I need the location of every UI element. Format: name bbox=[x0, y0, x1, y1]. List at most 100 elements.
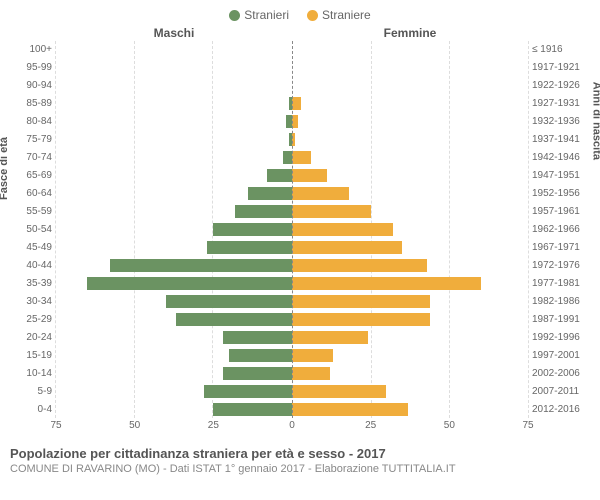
bar-male bbox=[235, 205, 292, 218]
x-tick: 0 bbox=[289, 420, 295, 431]
y-tick-age: 60-64 bbox=[10, 188, 52, 199]
y-axis-title-right: Anni di nascita bbox=[590, 82, 600, 160]
legend-dot-female bbox=[307, 10, 318, 21]
bar-male bbox=[213, 223, 292, 236]
chart-title: Popolazione per cittadinanza straniera p… bbox=[10, 446, 590, 461]
bar-female bbox=[292, 241, 402, 254]
y-tick-birth: ≤ 1916 bbox=[532, 44, 590, 55]
y-tick-birth: 1957-1961 bbox=[532, 206, 590, 217]
x-tick: 50 bbox=[444, 420, 455, 431]
x-ticks: 7550250255075 bbox=[56, 420, 528, 434]
bar-male bbox=[166, 295, 292, 308]
bar-male bbox=[213, 403, 292, 416]
y-tick-birth: 1952-1956 bbox=[532, 188, 590, 199]
x-tick: 75 bbox=[522, 420, 533, 431]
legend-dot-male bbox=[229, 10, 240, 21]
bar-male bbox=[283, 151, 292, 164]
y-tick-birth: 1982-1986 bbox=[532, 296, 590, 307]
header-female: Femmine bbox=[292, 26, 528, 40]
y-tick-age: 45-49 bbox=[10, 242, 52, 253]
y-tick-age: 85-89 bbox=[10, 98, 52, 109]
bar-male bbox=[267, 169, 292, 182]
x-tick: 75 bbox=[50, 420, 61, 431]
y-tick-birth: 2012-2016 bbox=[532, 404, 590, 415]
y-tick-birth: 2007-2011 bbox=[532, 386, 590, 397]
y-tick-age: 70-74 bbox=[10, 152, 52, 163]
y-tick-birth: 1962-1966 bbox=[532, 224, 590, 235]
bar-male bbox=[223, 367, 292, 380]
bar-male bbox=[87, 277, 292, 290]
y-tick-birth: 1997-2001 bbox=[532, 350, 590, 361]
legend-male-label: Stranieri bbox=[244, 8, 289, 22]
legend-male: Stranieri bbox=[229, 8, 289, 22]
y-axis-right: ≤ 1916 1917-1921 1922-1926 1927-1931 1932-19… bbox=[528, 40, 590, 418]
y-tick-age: 20-24 bbox=[10, 332, 52, 343]
bar-female bbox=[292, 169, 327, 182]
x-tick: 25 bbox=[208, 420, 219, 431]
bar-female bbox=[292, 349, 333, 362]
chart-subtitle: COMUNE DI RAVARINO (MO) - Dati ISTAT 1° … bbox=[10, 463, 590, 475]
y-tick-age: 55-59 bbox=[10, 206, 52, 217]
y-tick-age: 5-9 bbox=[10, 386, 52, 397]
y-tick-birth: 1937-1941 bbox=[532, 134, 590, 145]
plot-area: 100+95-9990-9485-8980-8475-7970-7465-696… bbox=[10, 40, 590, 418]
legend-female: Straniere bbox=[307, 8, 371, 22]
y-axis-left: 100+95-9990-9485-8980-8475-7970-7465-696… bbox=[10, 40, 56, 418]
bar-male bbox=[248, 187, 292, 200]
bar-male bbox=[223, 331, 292, 344]
column-headers: Maschi Femmine bbox=[10, 26, 590, 40]
y-tick-age: 25-29 bbox=[10, 314, 52, 325]
y-tick-birth: 1932-1936 bbox=[532, 116, 590, 127]
y-tick-birth: 1917-1921 bbox=[532, 62, 590, 73]
y-tick-age: 35-39 bbox=[10, 278, 52, 289]
bar-female bbox=[292, 367, 330, 380]
bar-female bbox=[292, 313, 430, 326]
bar-female bbox=[292, 385, 386, 398]
y-tick-age: 30-34 bbox=[10, 296, 52, 307]
bar-male bbox=[110, 259, 293, 272]
bar-female bbox=[292, 187, 349, 200]
legend: Stranieri Straniere bbox=[10, 8, 590, 22]
bar-male bbox=[229, 349, 292, 362]
y-tick-birth: 1942-1946 bbox=[532, 152, 590, 163]
y-tick-age: 50-54 bbox=[10, 224, 52, 235]
y-tick-age: 0-4 bbox=[10, 404, 52, 415]
y-tick-birth: 1927-1931 bbox=[532, 98, 590, 109]
y-tick-birth: 1967-1971 bbox=[532, 242, 590, 253]
y-tick-age: 40-44 bbox=[10, 260, 52, 271]
bar-male bbox=[207, 241, 292, 254]
y-tick-age: 15-19 bbox=[10, 350, 52, 361]
y-tick-birth: 1987-1991 bbox=[532, 314, 590, 325]
bar-female bbox=[292, 277, 481, 290]
pyramid-chart: Fasce di età Anni di nascita Stranieri S… bbox=[0, 0, 600, 500]
center-line bbox=[292, 41, 293, 418]
bar-female bbox=[292, 97, 301, 110]
bar-female bbox=[292, 223, 393, 236]
bar-female bbox=[292, 259, 427, 272]
bars-container bbox=[56, 40, 528, 418]
y-tick-birth: 1972-1976 bbox=[532, 260, 590, 271]
y-tick-birth: 1922-1926 bbox=[532, 80, 590, 91]
y-tick-age: 65-69 bbox=[10, 170, 52, 181]
header-male: Maschi bbox=[56, 26, 292, 40]
bar-female bbox=[292, 295, 430, 308]
x-axis: 75 50 25 0 25 50 75 bbox=[10, 420, 590, 434]
bar-female bbox=[292, 151, 311, 164]
y-axis-title-left: Fasce di età bbox=[0, 137, 10, 200]
y-tick-age: 100+ bbox=[10, 44, 52, 55]
bar-female bbox=[292, 403, 408, 416]
y-tick-age: 95-99 bbox=[10, 62, 52, 73]
x-tick: 25 bbox=[365, 420, 376, 431]
x-tick: 50 bbox=[129, 420, 140, 431]
bar-female bbox=[292, 205, 371, 218]
y-tick-age: 80-84 bbox=[10, 116, 52, 127]
y-tick-birth: 2002-2006 bbox=[532, 368, 590, 379]
bar-male bbox=[176, 313, 292, 326]
y-tick-birth: 1977-1981 bbox=[532, 278, 590, 289]
legend-female-label: Straniere bbox=[322, 8, 371, 22]
y-tick-age: 75-79 bbox=[10, 134, 52, 145]
bar-male bbox=[204, 385, 292, 398]
y-tick-age: 10-14 bbox=[10, 368, 52, 379]
bar-female bbox=[292, 331, 368, 344]
y-tick-birth: 1947-1951 bbox=[532, 170, 590, 181]
